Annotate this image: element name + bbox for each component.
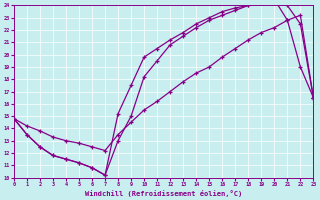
X-axis label: Windchill (Refroidissement éolien,°C): Windchill (Refroidissement éolien,°C) bbox=[85, 190, 242, 197]
